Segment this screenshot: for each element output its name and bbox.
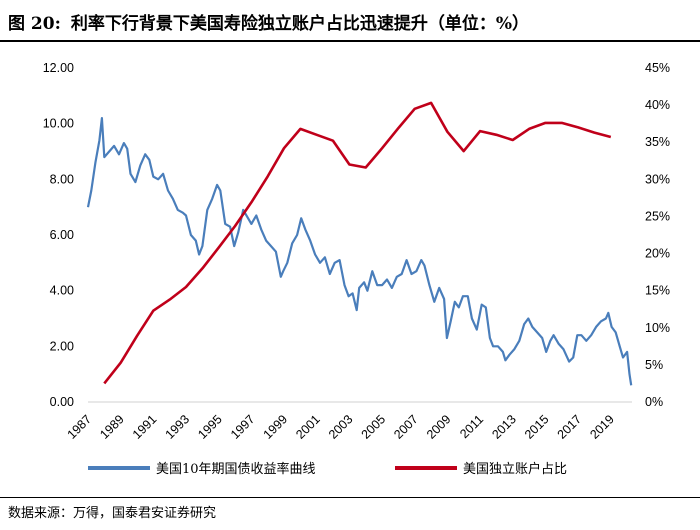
- left-y-axis: 0.00 2.00 4.00 6.00 8.00 10.00 12.00: [43, 61, 74, 409]
- right-y-tick-label: 35%: [645, 135, 670, 149]
- x-tick-label: 2019: [587, 412, 617, 442]
- x-tick-label: 2011: [457, 412, 486, 441]
- x-tick-label: 2001: [293, 412, 323, 442]
- left-y-tick-label: 10.00: [43, 117, 74, 131]
- left-y-tick-label: 2.00: [50, 339, 74, 353]
- source-rule: [0, 497, 700, 498]
- x-tick-label: 2013: [489, 412, 519, 442]
- x-axis: 1987 1989 1991 1993 1995 1997 1999 2001 2003 2005…: [65, 412, 617, 442]
- left-y-tick-label: 0.00: [50, 395, 74, 409]
- right-y-tick-label: 40%: [645, 98, 670, 112]
- legend-label-share: 美国独立账户占比: [463, 461, 567, 477]
- left-y-tick-label: 8.00: [50, 172, 74, 186]
- right-y-tick-label: 45%: [645, 61, 670, 75]
- left-y-tick-label: 4.00: [50, 284, 74, 298]
- legend-label-yield: 美国10年期国债收益率曲线: [156, 461, 316, 477]
- x-tick-label: 2003: [326, 412, 356, 442]
- right-y-tick-label: 0%: [645, 395, 663, 409]
- x-tick-label: 1989: [97, 412, 127, 442]
- x-tick-label: 2009: [424, 412, 454, 442]
- x-tick-label: 1997: [228, 412, 258, 442]
- x-tick-label: 2005: [359, 412, 389, 442]
- x-tick-label: 2007: [391, 412, 421, 442]
- right-y-tick-label: 5%: [645, 358, 663, 372]
- x-tick-label: 1995: [195, 412, 225, 442]
- figure-title: 图 20: 利率下行背景下美国寿险独立账户占比迅速提升（单位：%）: [8, 9, 692, 35]
- plot-area: [86, 101, 633, 386]
- x-tick-label: 1991: [130, 412, 160, 442]
- right-y-tick-label: 30%: [645, 172, 670, 186]
- x-tick-label: 1993: [163, 412, 193, 442]
- series-line-share: [103, 101, 612, 385]
- right-y-axis: 0% 5% 10% 15% 20% 25% 30% 35% 40% 45%: [645, 61, 670, 409]
- source-note: 数据来源：万得，国泰君安证券研究: [8, 506, 217, 521]
- right-y-tick-label: 10%: [645, 321, 670, 335]
- title-rule: [0, 40, 700, 42]
- legend: 美国10年期国债收益率曲线 美国独立账户占比: [88, 461, 567, 477]
- x-tick-label: 2015: [522, 412, 552, 442]
- figure-title-text: 利率下行背景下美国寿险独立账户占比迅速提升（单位：%）: [70, 14, 530, 34]
- x-tick-label: 2017: [555, 412, 585, 442]
- x-tick-label: 1999: [261, 412, 291, 442]
- left-y-tick-label: 6.00: [50, 228, 74, 242]
- left-y-tick-label: 12.00: [43, 61, 74, 75]
- chart-canvas: 0.00 2.00 4.00 6.00 8.00 10.00 12.00 0% 5% 10% 15…: [43, 61, 670, 477]
- x-tick-label: 1987: [65, 412, 95, 442]
- right-y-tick-label: 15%: [645, 284, 670, 298]
- figure-number: 图 20:: [8, 14, 61, 34]
- right-y-tick-label: 20%: [645, 247, 670, 261]
- series-line-yield: [86, 117, 633, 386]
- right-y-tick-label: 25%: [645, 209, 670, 223]
